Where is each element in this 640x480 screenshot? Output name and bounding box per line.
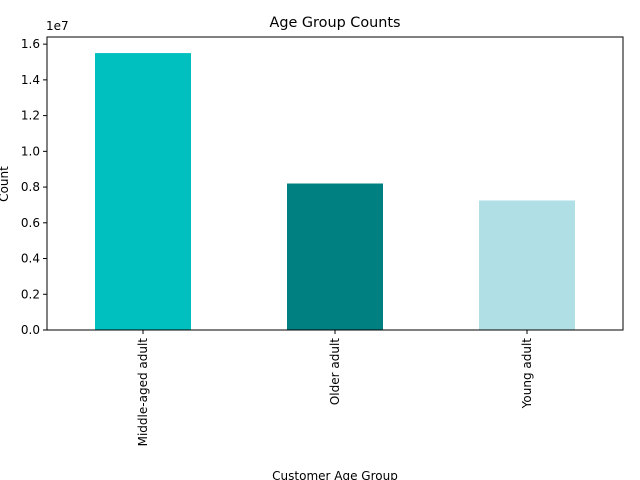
y-offset-label: 1e7 bbox=[46, 19, 69, 33]
y-tick-label: 1.0 bbox=[21, 144, 40, 158]
plot-frame bbox=[46, 36, 624, 331]
y-tick-label: 0.6 bbox=[21, 216, 40, 230]
bars-group bbox=[95, 53, 575, 330]
y-tick-label: 0.0 bbox=[21, 323, 40, 337]
x-tick-label: Young adult bbox=[520, 338, 534, 410]
y-tick-label: 0.2 bbox=[21, 287, 40, 301]
y-tick-label: 1.2 bbox=[21, 109, 40, 123]
x-tick-label: Middle-aged adult bbox=[136, 338, 150, 447]
bar bbox=[287, 183, 383, 330]
y-tick-label: 0.4 bbox=[21, 252, 40, 266]
bar bbox=[95, 53, 191, 330]
y-tick-label: 1.4 bbox=[21, 73, 40, 87]
x-ticks-group: Middle-aged adult Older adult Young adult bbox=[136, 330, 534, 446]
chart-title: Age Group Counts bbox=[269, 15, 400, 31]
y-tick-label: 1.6 bbox=[21, 37, 40, 51]
y-ticks-group: 0.0 0.2 0.4 0.6 0.8 1.0 1.2 1.4 1.6 bbox=[21, 37, 47, 337]
x-tick-label: Older adult bbox=[328, 338, 342, 405]
y-tick-label: 0.8 bbox=[21, 180, 40, 194]
bar bbox=[479, 200, 575, 330]
x-axis-label: Customer Age Group bbox=[272, 469, 398, 480]
y-axis-label: Count bbox=[0, 166, 11, 202]
